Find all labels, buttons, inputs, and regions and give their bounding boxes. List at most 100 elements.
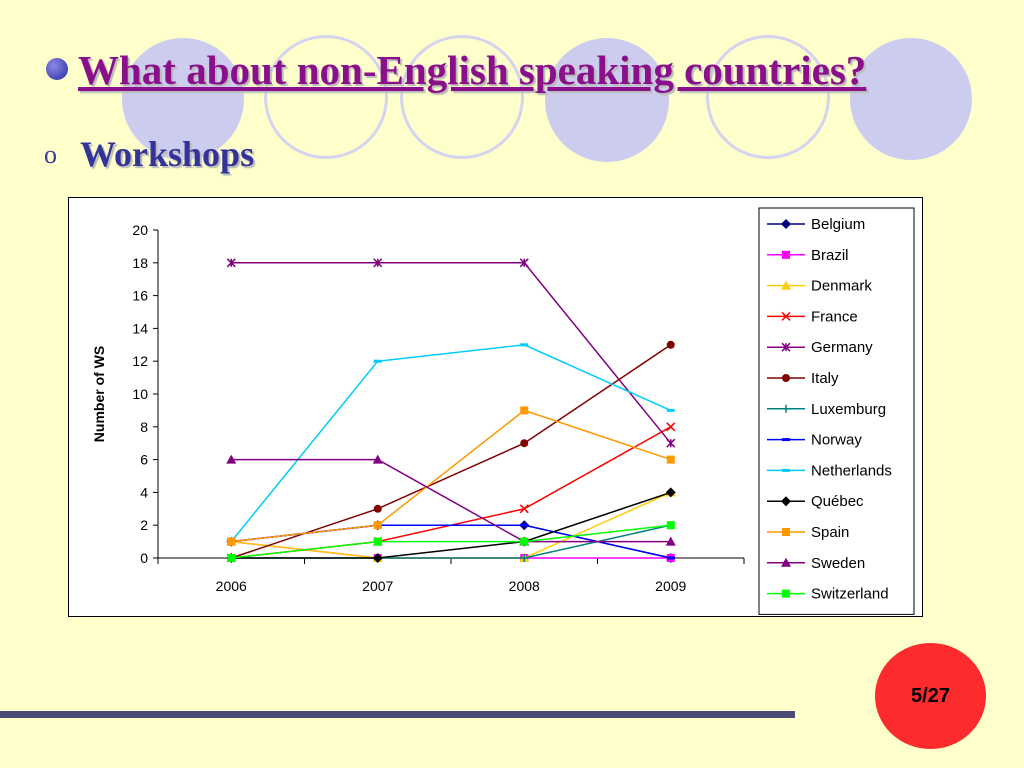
legend-label: France xyxy=(811,308,858,325)
legend-label: Belgium xyxy=(811,216,865,233)
decorative-circle xyxy=(706,35,830,159)
legend-label: Québec xyxy=(811,493,864,510)
legend-item: Switzerland xyxy=(767,586,889,603)
data-point xyxy=(520,406,529,415)
series-germany xyxy=(226,258,676,448)
legend-item: Québec xyxy=(767,493,864,510)
legend-marker xyxy=(781,496,791,507)
chart-area: 0 2 4 6 8 10 12 14 16 18 20 2006 2007 2008 2009 Number … xyxy=(68,197,923,617)
legend-marker xyxy=(781,557,791,567)
legend-marker xyxy=(782,528,790,536)
x-tick-label: 2007 xyxy=(362,578,393,594)
legend-marker xyxy=(782,438,790,442)
legend-marker xyxy=(781,311,791,321)
data-point xyxy=(519,504,529,514)
decorative-circle xyxy=(850,38,972,160)
decorative-circle xyxy=(400,35,524,159)
legend-label: Italy xyxy=(811,370,839,387)
data-point xyxy=(666,340,675,349)
data-point xyxy=(666,455,675,464)
y-tick-label: 14 xyxy=(132,320,148,336)
bullet-icon xyxy=(46,58,68,80)
data-point xyxy=(520,523,529,527)
data-point xyxy=(372,553,383,563)
data-point xyxy=(519,258,529,268)
series-line xyxy=(231,426,672,559)
legend-item: Italy xyxy=(767,370,839,387)
legend-label: Sweden xyxy=(811,555,865,572)
decorative-circle xyxy=(122,38,244,160)
series-line xyxy=(231,491,671,559)
y-tick-label: 8 xyxy=(140,419,148,435)
series-line xyxy=(231,524,671,559)
data-point xyxy=(666,422,676,432)
legend-label: Germany xyxy=(811,339,873,356)
legend-marker xyxy=(781,280,791,290)
slide-subtitle: Workshops xyxy=(80,134,255,174)
data-point xyxy=(373,258,383,268)
data-point xyxy=(666,556,675,560)
legend-label: Luxemburg xyxy=(811,401,886,418)
y-tick-label: 18 xyxy=(132,255,148,271)
slide-title: What about non-English speaking countrie… xyxy=(78,47,867,93)
legend-label: Netherlands xyxy=(811,462,892,479)
bottom-divider xyxy=(0,711,795,718)
data-point xyxy=(520,439,529,448)
y-tick-label: 12 xyxy=(132,353,148,369)
legend-label: Spain xyxy=(811,524,849,541)
legend-marker xyxy=(781,219,791,229)
y-tick-label: 10 xyxy=(132,386,148,402)
legend-label: Switzerland xyxy=(811,586,889,603)
legend-label: Norway xyxy=(811,432,862,449)
data-point xyxy=(373,359,382,363)
y-tick-label: 6 xyxy=(140,452,148,468)
series-spain xyxy=(227,406,675,546)
y-tick-label: 0 xyxy=(140,550,148,566)
x-tick-label: 2009 xyxy=(655,578,686,594)
legend-item: Belgium xyxy=(767,216,865,233)
data-point xyxy=(226,454,237,464)
legend-item: Sweden xyxy=(767,555,865,572)
legend-item: Norway xyxy=(767,432,862,449)
data-point xyxy=(665,487,676,498)
y-tick-label: 20 xyxy=(132,222,148,238)
page-badge: 5/27 xyxy=(875,643,986,749)
data-point xyxy=(520,537,529,546)
data-point xyxy=(520,343,529,347)
legend-item: Brazil xyxy=(767,247,849,264)
legend-item: Denmark xyxy=(767,278,872,295)
series-line xyxy=(230,344,672,543)
decorative-circle xyxy=(545,38,669,162)
legend-marker xyxy=(782,404,790,413)
legend-label: Denmark xyxy=(811,278,872,295)
data-point xyxy=(666,438,676,448)
data-point xyxy=(520,554,529,562)
data-point xyxy=(373,537,382,546)
line-chart: 0 2 4 6 8 10 12 14 16 18 20 2006 2007 2008 2009 Number … xyxy=(91,207,915,615)
legend-item: Luxemburg xyxy=(767,401,886,418)
legend-marker xyxy=(782,468,790,472)
data-point xyxy=(226,258,236,268)
decorative-circle xyxy=(264,35,388,159)
y-tick-label: 2 xyxy=(140,517,148,533)
y-axis-label: Number of WS xyxy=(91,346,107,442)
series-switzerland xyxy=(227,521,675,562)
data-point xyxy=(666,408,675,412)
series-line xyxy=(231,458,671,543)
data-point xyxy=(665,536,676,546)
y-tick-label: 4 xyxy=(140,484,148,500)
legend-marker xyxy=(782,374,790,382)
legend-frame xyxy=(758,207,915,615)
legend-item: France xyxy=(767,308,858,325)
legend-marker xyxy=(781,342,791,352)
x-tick-label: 2006 xyxy=(216,578,247,594)
legend-marker xyxy=(782,589,790,598)
legend-label: Brazil xyxy=(811,247,849,264)
data-point xyxy=(227,537,236,546)
data-point xyxy=(373,521,382,530)
sub-bullet-icon: o xyxy=(44,140,57,169)
legend-item: Netherlands xyxy=(767,462,892,479)
legend: Belgium Brazil Denmark France Germany Italy Lu… xyxy=(758,207,915,615)
legend-item: Germany xyxy=(767,339,873,356)
series-italy xyxy=(227,340,675,562)
